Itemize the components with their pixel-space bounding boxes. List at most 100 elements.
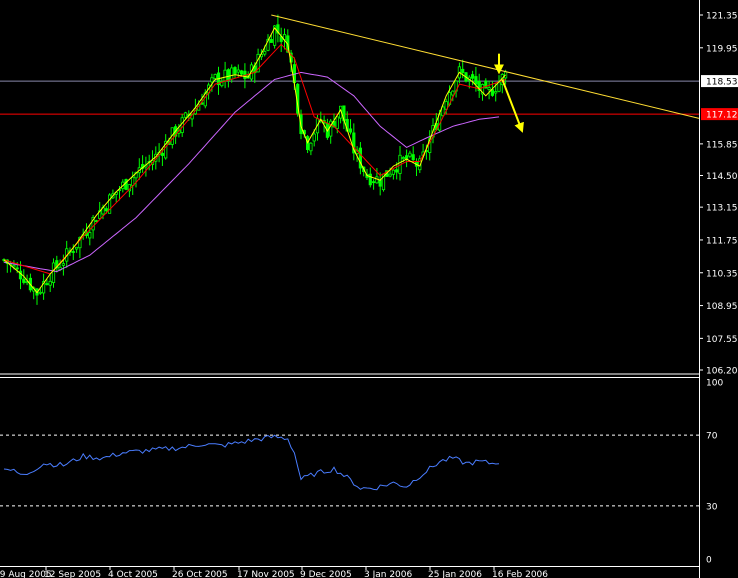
candle-body [378,179,382,187]
candle-body [42,281,46,294]
candle-body [451,90,455,96]
candle-body [55,260,59,269]
candle-body [395,169,399,173]
candle-body [484,80,488,89]
current-price-box [701,75,738,88]
candle-body [183,112,188,118]
candle-body [348,128,353,133]
mid-moving-average-line [3,26,506,294]
candle-body [487,87,491,90]
price-tick-label: 113.15 [706,204,738,214]
oscillator-tick-label: 70 [706,432,718,442]
candle-body [266,38,270,51]
candle-body [131,176,135,186]
horizontal-levels [0,80,699,115]
price-tick-label: 108.95 [706,302,738,312]
price-tick-label: 114.50 [706,172,738,182]
candle-body [104,208,108,212]
candle-body [210,77,214,83]
candle-body [272,25,277,46]
price-tick-label: 110.35 [706,269,738,279]
candle-body [352,132,356,154]
candle-body [15,267,19,270]
candle-body [256,53,260,73]
candle-body [490,89,495,96]
candle-body [461,68,465,73]
chart-frame [0,0,700,578]
down-arrow-long [501,79,524,133]
time-tick-label: 3 Jan 2006 [364,570,412,578]
candle-body [61,263,66,266]
candle-body [329,120,333,137]
candle-body [220,81,224,87]
candle-body [12,265,16,268]
candle-body [108,194,112,214]
oscillator-tick-label: 30 [706,502,718,512]
candle-body [233,67,237,75]
time-tick-label: 16 Feb 2006 [492,570,548,578]
candle-body [223,69,227,82]
candle-body [239,70,244,75]
time-tick-label: 9 Dec 2005 [300,570,352,578]
candle-body [335,116,339,129]
price-tick-label: 111.75 [706,236,738,246]
oscillator-panel [0,434,699,507]
price-tick-label: 121.35 [706,12,738,22]
candle-body [91,217,95,231]
candle-body [236,69,240,73]
candle-body [411,154,415,161]
candle-body [368,173,372,186]
candle-body [213,74,217,79]
candle-body [75,246,79,250]
candle-body [404,155,409,160]
candle-body [164,140,168,159]
candle-body [263,51,267,55]
candle-body [88,232,92,239]
price-tick-label: 119.95 [706,44,738,54]
current-price-label: 118.53 [706,78,738,88]
slow-moving-average-line [3,71,500,273]
candle-body [391,169,396,175]
candle-body [371,181,376,184]
candle-body [444,101,448,110]
axes: 121.35 119.95 118.53 117.12 115.85 114.50 113.… [0,12,738,578]
candle-body [71,251,75,253]
oscillator-tick-label: 100 [706,379,723,389]
candle-body [474,76,478,85]
level-price-label: 117.12 [706,111,738,121]
candle-body [269,39,273,43]
resistance-trendline [271,14,700,119]
candle-body [276,24,280,34]
candle-body [480,84,485,95]
candle-body [309,142,313,152]
candle-body [230,67,234,80]
time-tick-label: 25 Jan 2006 [428,570,482,578]
time-tick-label: 17 Nov 2005 [237,570,295,578]
oscillator-tick-label: 0 [706,556,712,566]
price-tick-label: 115.85 [706,140,738,150]
time-tick-label: 12 Sep 2005 [44,570,101,578]
candle-body [477,81,481,91]
candle-body [497,81,501,92]
candle-body [22,278,26,283]
candle-body [48,280,52,286]
candle-body [160,152,164,156]
time-tick-label: 4 Oct 2005 [108,570,158,578]
time-tick-label: 26 Oct 2005 [172,570,228,578]
fast-moving-average-line [3,43,506,275]
candle-body [45,283,49,285]
oscillator-line [3,434,500,491]
candle-body [401,157,405,160]
candle-body [51,262,56,283]
candle-body [38,291,42,294]
candle-body [388,173,392,177]
annotations [271,14,700,133]
level-price-box [701,108,738,121]
candle-body [78,236,82,249]
price-tick-label: 106.20 [706,367,738,377]
candle-body [408,152,412,157]
candle-body [494,91,498,94]
candle-body [358,147,363,169]
